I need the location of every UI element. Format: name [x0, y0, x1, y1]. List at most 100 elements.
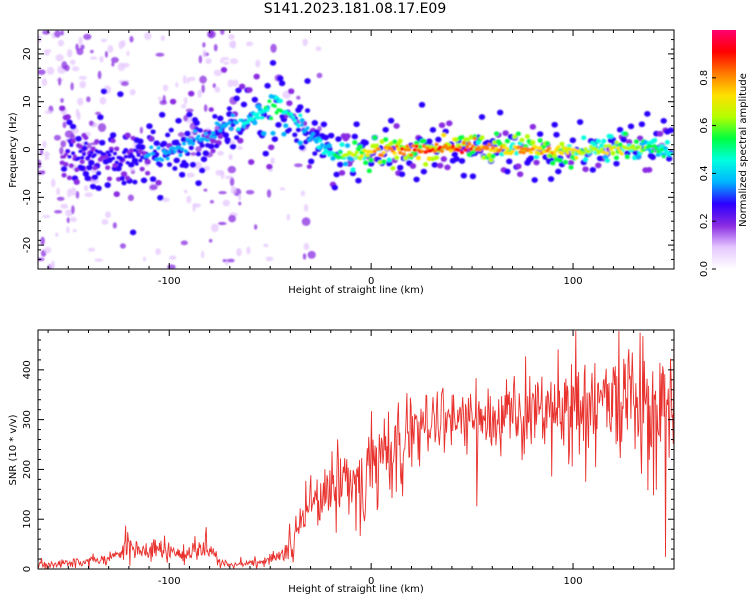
spectrogram-cell [59, 147, 64, 155]
spectrogram-cell [338, 169, 346, 176]
spectrogram-cell [417, 144, 423, 150]
spectrogram-cell [217, 134, 223, 140]
spectrogram-cell [648, 144, 653, 149]
spectrogram-cell [229, 58, 239, 65]
spectrogram-cell [431, 161, 438, 168]
spectrogram-cell [362, 139, 369, 146]
spectrogram-cell [396, 147, 401, 151]
spectrogram-cell [353, 121, 360, 128]
spectrogram-cell [162, 84, 169, 92]
colorbar-tick-label: 0.4 [699, 165, 710, 181]
spectrogram-cell [217, 115, 224, 122]
snr-y-label: SNR (10 * v/v) [8, 414, 19, 485]
spectrogram-cell [359, 150, 365, 156]
spectrogram-cell [64, 209, 74, 217]
spectrogram-cell [426, 156, 432, 162]
spectrogram-cell [198, 167, 206, 174]
spectrogram-cell [638, 121, 646, 128]
figure-title: S141.2023.181.08.17.E09 [263, 1, 447, 17]
spectrogram-cell [467, 141, 472, 146]
spectrogram-cell [233, 95, 240, 102]
spectrogram-cell [383, 137, 389, 142]
spectrogram-cell [60, 203, 69, 209]
spectrogram-cell [245, 41, 254, 47]
spectrogram-cell [352, 140, 358, 145]
spectrogram-cell [60, 165, 68, 172]
spectrogram-cell [333, 171, 340, 178]
spectrogram-cell [95, 170, 102, 176]
spectrogram-cell [265, 108, 270, 112]
spectrogram-cell [222, 199, 231, 207]
spectrogram-cell [601, 150, 606, 155]
spectrogram-cell [521, 150, 526, 155]
spectrogram-cell [515, 131, 521, 137]
spectrogram-cell [297, 140, 303, 146]
spectrogram-cell [92, 153, 97, 157]
spectrogram-cell [367, 160, 375, 167]
spectrogram-cell [212, 135, 217, 139]
spectrogram-cell [196, 134, 201, 139]
spectrogram-cell [90, 56, 98, 60]
spectrogram-cell [490, 145, 495, 150]
spectrogram-cell [547, 146, 552, 151]
spectrogram-cell [271, 136, 279, 143]
spectrogram-cell [208, 107, 214, 112]
spectrogram-cell [149, 176, 157, 183]
spectrogram-cell [501, 145, 506, 150]
spectrogram-cell [421, 138, 427, 144]
spectrogram-cell [134, 162, 139, 166]
spectrogram-cell [217, 221, 227, 226]
spectrogram-cell [253, 73, 260, 80]
spectrogram-cell [665, 155, 673, 162]
spectrogram-cell [187, 141, 192, 146]
spectrogram-cell [89, 183, 97, 190]
spectrogram-cell [562, 159, 569, 165]
spectrogram-cell [200, 156, 208, 163]
spectrogram-cell [146, 123, 153, 130]
spectrogram-cell [487, 142, 492, 147]
spectrogram-cell [544, 141, 551, 146]
spectrogram-cell [147, 152, 152, 157]
spectrogram-cell [180, 240, 188, 246]
spectrogram-cell [228, 33, 235, 40]
spectrogram-cell [572, 147, 577, 152]
spectrogram-cell [236, 146, 243, 151]
snr-series-line [38, 330, 674, 569]
spectrogram-cell [171, 146, 176, 150]
snr-y-axis: 0 100 200 300 400 [22, 329, 674, 572]
spectrogram-cell [527, 148, 532, 152]
spectrogram-cell [300, 123, 305, 127]
spectrogram-cell [111, 61, 115, 67]
spectrogram-cell [183, 189, 188, 194]
spectrogram-cell [83, 185, 89, 192]
colorbar: 0.0 0.2 0.4 0.6 0.8 Normalized spectral ampl… [699, 30, 749, 277]
spectrogram-cell [178, 171, 186, 178]
spectrogram-cell [306, 164, 312, 169]
spectrogram-cell [203, 165, 210, 171]
spectrogram-cell [519, 146, 524, 151]
spectrogram-cell [307, 250, 316, 259]
spectrogram-cell [555, 168, 562, 175]
spectrogram-cell [265, 256, 274, 262]
spectrogram-cell [118, 41, 124, 50]
spectrogram-cell [235, 87, 242, 94]
spectrogram-cell [42, 214, 51, 219]
spectrogram-cell [252, 120, 258, 126]
spectrogram-cell [220, 30, 225, 35]
spectrogram-cell [256, 115, 261, 120]
spectrogram-cell [192, 129, 197, 134]
spectrogram-cell [310, 132, 315, 136]
spectrogram-cell [136, 153, 141, 157]
spectrogram-cell [201, 84, 205, 93]
spectrogram-cell [533, 154, 540, 160]
spectrogram-cell [78, 149, 83, 154]
spectrogram-cell [195, 146, 202, 152]
spectrogram-cell [636, 135, 644, 142]
spectrogram-cell [111, 156, 116, 161]
spectrogram-cell [155, 52, 165, 57]
spectrogram-x-axis: -100 0 100 [47, 30, 675, 287]
spectrogram-cell [234, 120, 239, 125]
spectrogram-cell [195, 151, 202, 157]
spectrogram-cell [167, 150, 172, 154]
spectrogram-cell [409, 153, 414, 157]
